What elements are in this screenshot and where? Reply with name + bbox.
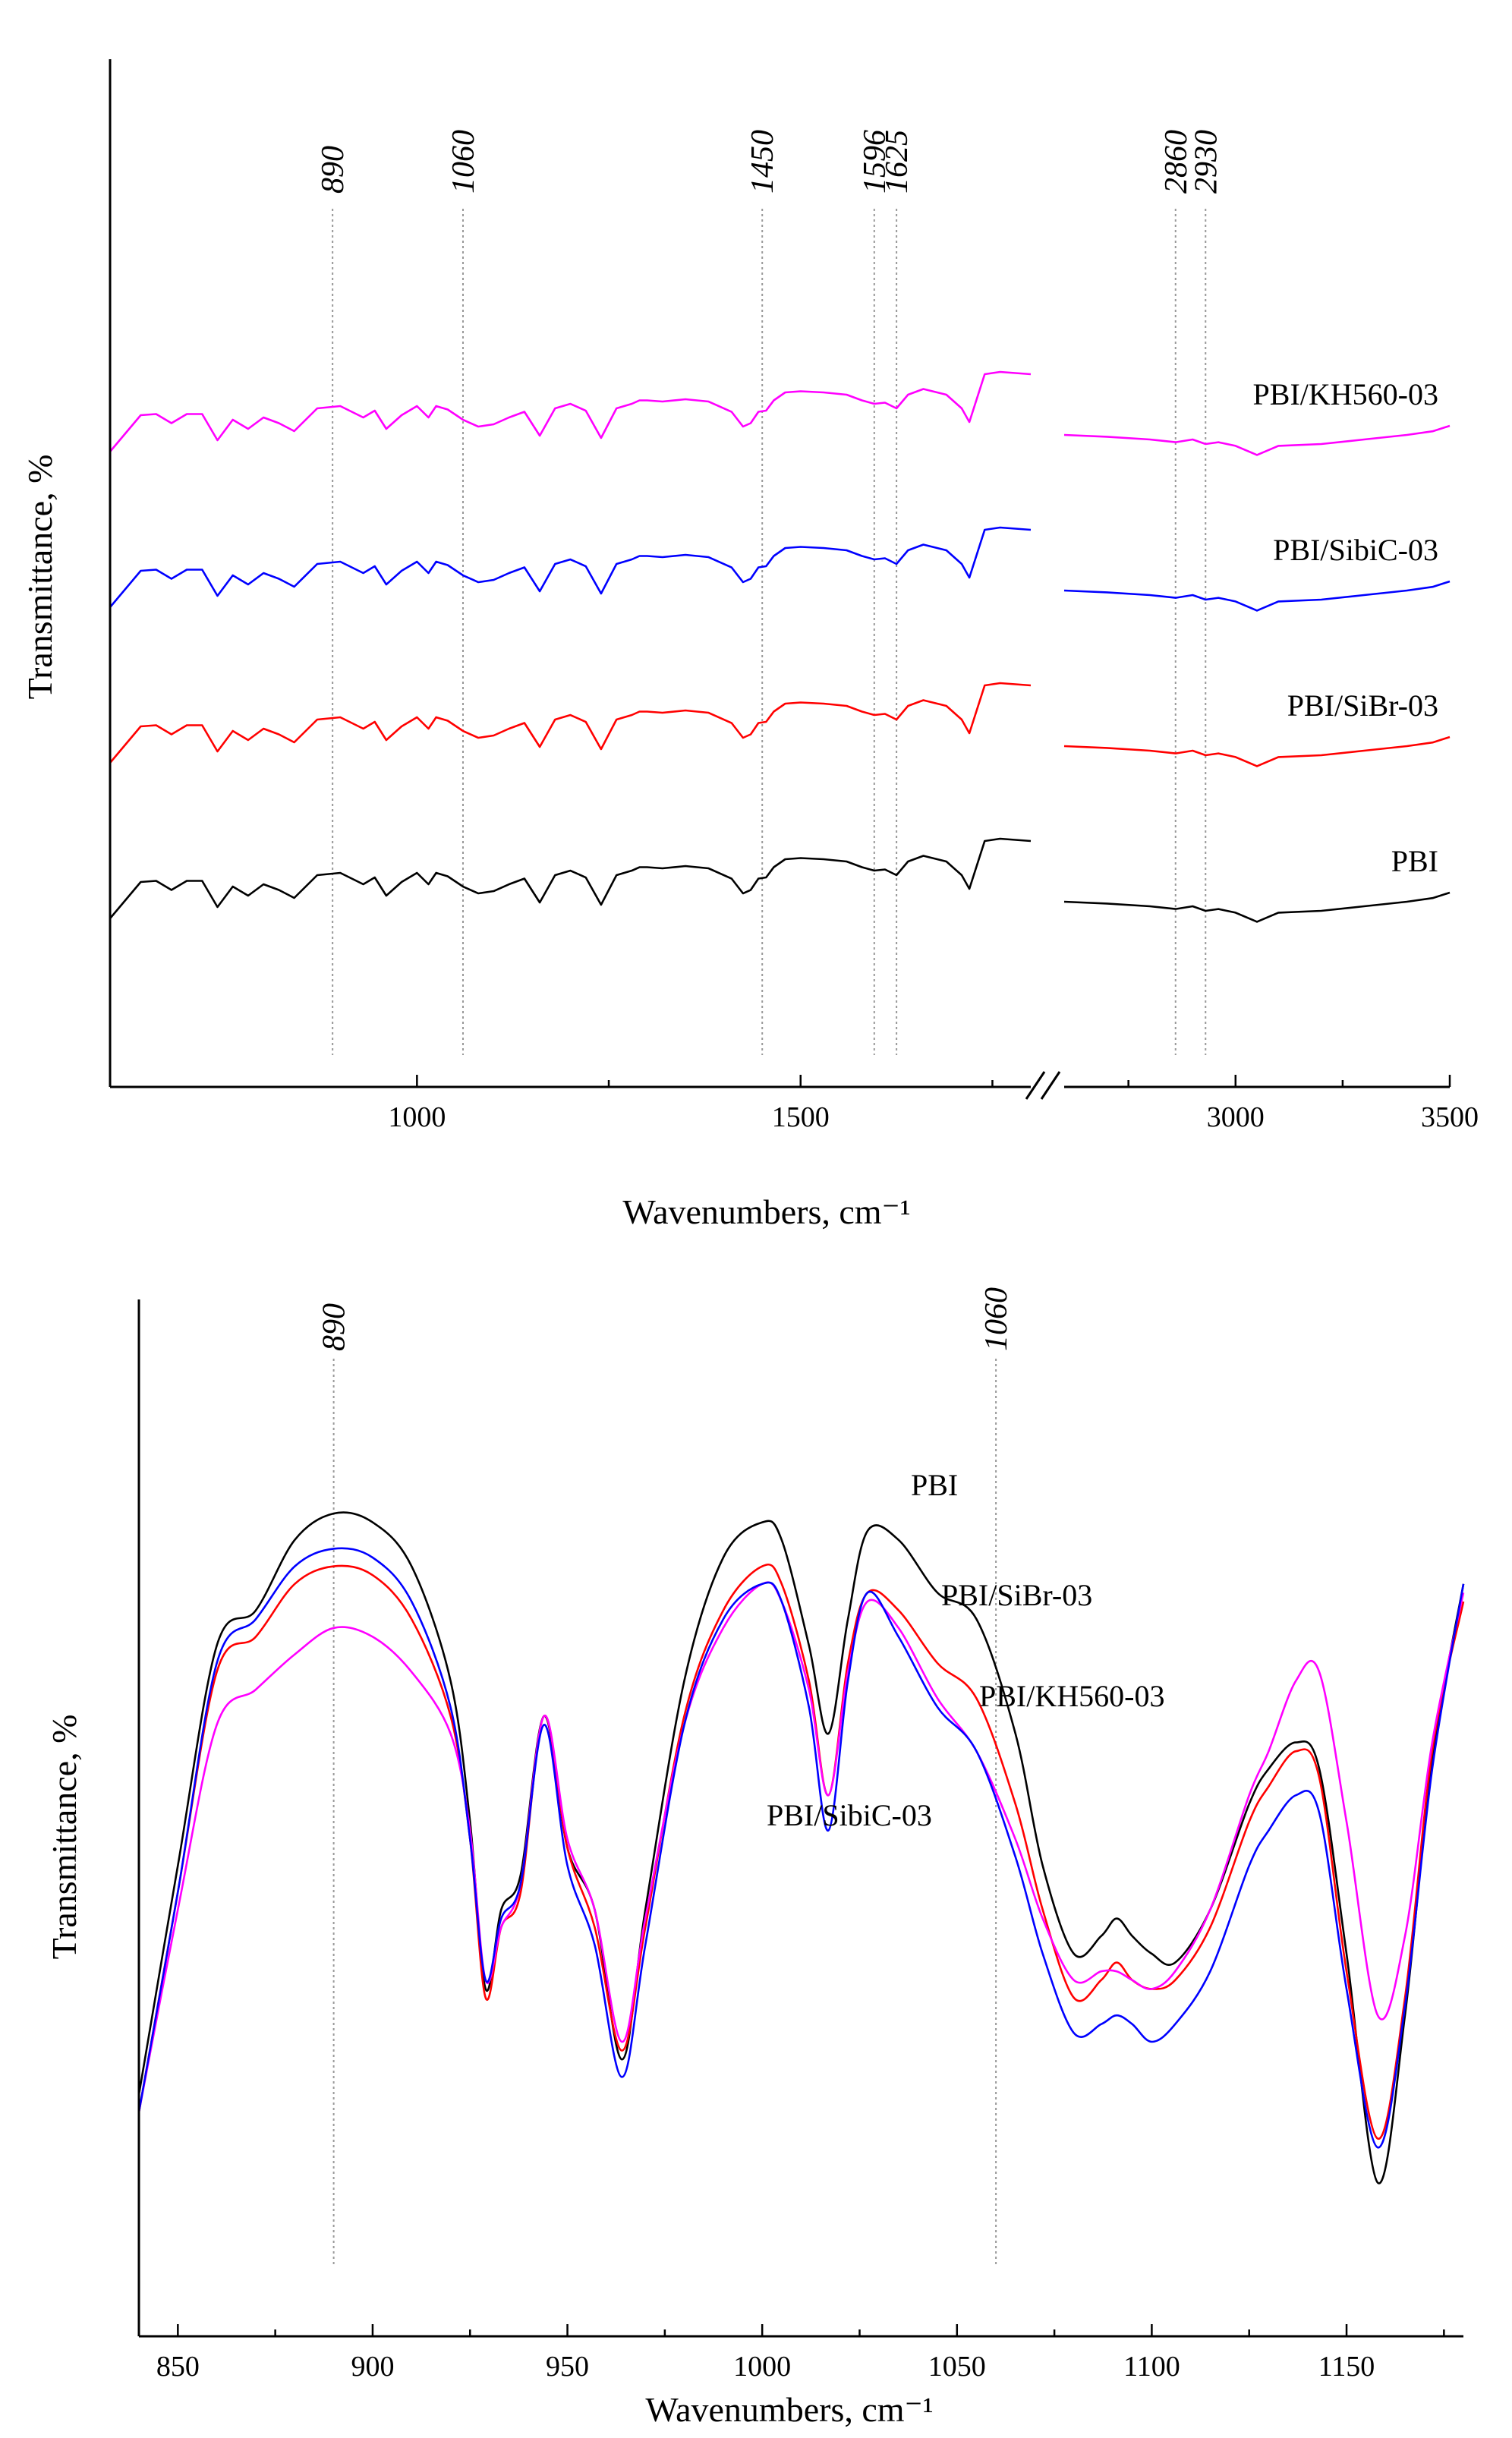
top-series-pbi-kh560-03-right	[1063, 424, 1451, 456]
bottom-series-pbi	[137, 1511, 1465, 2184]
top-x-tick-label-3000: 3000	[1207, 1101, 1265, 1133]
bottom-y-axis-title: Transmittance, %	[45, 1715, 83, 1960]
top-peak-label-2930: 2930	[1189, 130, 1224, 194]
top-series-pbi-kh560-03-left	[109, 370, 1032, 452]
top-panel: 1000 1500 3000 3500 Wavenumbers, cm⁻¹ Trans…	[20, 59, 1479, 1231]
top-x-tick-label-3500: 3500	[1421, 1101, 1479, 1133]
top-series-pbi-sibic-03-right	[1063, 580, 1451, 612]
top-series-pbi-sibic-03-left	[109, 526, 1032, 608]
top-peak-label-1596: 1596	[858, 130, 893, 194]
top-x-axis-title: Wavenumbers, cm⁻¹	[622, 1192, 910, 1231]
bottom-x-axis-title: Wavenumbers, cm⁻¹	[645, 2390, 933, 2429]
top-series-pbi-sibr-03-right	[1063, 735, 1451, 767]
top-peak-label-1060: 1060	[446, 130, 481, 194]
bottom-x-tick-label-950: 950	[546, 2351, 589, 2383]
bottom-peak-labels: 890 1060	[317, 1287, 1015, 1351]
top-legend-label-pbi-sibic-03: PBI/SibiC-03	[1273, 533, 1438, 567]
bottom-series-pbi-sibic-03	[137, 1547, 1465, 2149]
top-legend: PBI/KH560-03 PBI/SibiC-03 PBI/SiBr-03 PBI	[1253, 377, 1438, 878]
bottom-series-pbi-kh560-03	[137, 1581, 1465, 2113]
bottom-series-pbi-sibr-03	[137, 1563, 1465, 2140]
bottom-x-tick-label-1050: 1050	[928, 2351, 986, 2383]
bottom-legend: PBI PBI/SiBr-03 PBI/KH560-03 PBI/SibiC-03	[767, 1468, 1164, 1832]
bottom-peak-label-890: 890	[317, 1303, 352, 1351]
top-y-axis-title: Transmittance, %	[20, 455, 59, 700]
bottom-reference-lines	[332, 1359, 997, 2266]
bottom-x-tick-label-850: 850	[156, 2351, 200, 2383]
top-legend-label-pbi: PBI	[1391, 844, 1438, 878]
bottom-peak-label-1060: 1060	[979, 1287, 1014, 1351]
top-peak-label-2860: 2860	[1159, 130, 1194, 194]
bottom-x-ticks: 850 900 950 1000 1050 1100 1150	[156, 2324, 1445, 2383]
top-peak-label-890: 890	[316, 146, 351, 194]
top-x-tick-label-1500: 1500	[772, 1101, 830, 1133]
bottom-legend-label-pbi-sibic-03: PBI/SibiC-03	[767, 1798, 932, 1832]
top-x-ticks: 1000 1500 3000 3500	[388, 1075, 1479, 1133]
bottom-legend-label-pbi-sibr-03: PBI/SiBr-03	[941, 1578, 1092, 1612]
top-legend-label-pbi-sibr-03: PBI/SiBr-03	[1287, 688, 1438, 723]
bottom-panel: 850 900 950 1000 1050 1100 1150 Wavenumbers, c…	[45, 1287, 1465, 2429]
axis-break-mark	[1025, 1071, 1061, 1100]
top-series-pbi-sibr-03-left	[109, 682, 1032, 764]
bottom-x-tick-label-1100: 1100	[1123, 2351, 1180, 2383]
top-reference-lines	[332, 209, 1207, 1055]
top-curves	[109, 370, 1451, 923]
bottom-x-tick-label-900: 900	[351, 2351, 394, 2383]
top-series-pbi-left	[109, 837, 1032, 919]
bottom-x-tick-label-1000: 1000	[733, 2351, 791, 2383]
top-x-tick-label-1000: 1000	[388, 1101, 446, 1133]
bottom-x-tick-label-1150: 1150	[1318, 2351, 1375, 2383]
top-series-pbi-right	[1063, 891, 1451, 923]
bottom-legend-label-pbi: PBI	[911, 1468, 958, 1502]
top-peak-label-1450: 1450	[745, 130, 780, 194]
top-peak-label-1625: 1625	[880, 130, 915, 194]
bottom-legend-label-pbi-kh560-03: PBI/KH560-03	[979, 1679, 1164, 1713]
top-legend-label-pbi-kh560-03: PBI/KH560-03	[1253, 377, 1438, 411]
bottom-curves	[137, 1511, 1465, 2184]
